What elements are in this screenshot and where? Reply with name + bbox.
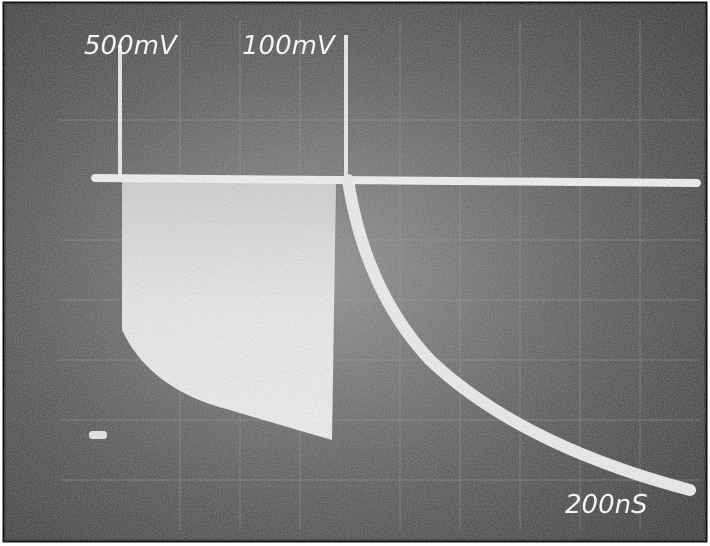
film-grain <box>4 3 706 541</box>
ch1-scale-label: 500mV <box>84 31 179 61</box>
time-scale-label: 200nS <box>565 490 648 520</box>
ch2-scale-label: 100mV <box>242 31 337 61</box>
